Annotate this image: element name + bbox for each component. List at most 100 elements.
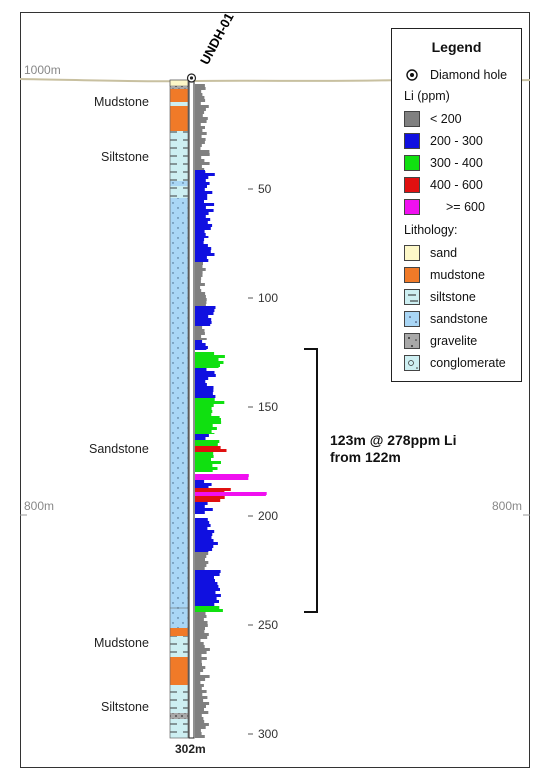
li-assay-bar	[195, 696, 208, 699]
diamond-hole-icon	[406, 69, 418, 81]
li-assay-bar	[195, 452, 214, 455]
li-assay-bar	[195, 536, 212, 539]
li-assay-bar	[195, 678, 206, 681]
li-assay-bar	[195, 383, 207, 386]
li-assay-bar	[195, 690, 207, 693]
li-assay-bar	[195, 645, 205, 648]
legend-diamond-hole-label: Diamond hole	[430, 68, 508, 82]
li-assay-bar	[195, 392, 213, 395]
legend-title: Legend	[431, 39, 482, 55]
li-assay-bar	[195, 218, 211, 221]
li-assay-bar	[195, 486, 209, 488]
li-assay-bar	[195, 732, 202, 735]
legend-lithology-label: siltstone	[430, 290, 476, 304]
li-assay-bar	[195, 413, 212, 416]
li-assay-bar	[195, 132, 207, 135]
li-assay-bar	[195, 256, 207, 259]
li-assay-bar	[195, 648, 210, 651]
li-assay-bar	[195, 548, 213, 551]
li-assay-bar	[195, 567, 205, 570]
li-assay-bars	[195, 84, 267, 738]
intercept-bracket	[304, 348, 318, 613]
li-assay-bar	[195, 474, 249, 477]
li-assay-bar	[195, 224, 213, 227]
li-assay-bar	[195, 633, 209, 636]
li-assay-bar	[195, 335, 202, 338]
litho-sand	[169, 79, 189, 87]
li-assay-bar	[195, 418, 221, 421]
li-assay-bar	[195, 156, 202, 159]
li-assay-bar	[195, 123, 201, 126]
li-assay-bar	[195, 179, 206, 182]
depth-tick-label: 50	[258, 182, 272, 196]
li-assay-bar	[195, 627, 205, 630]
litho-siltstone-2	[170, 131, 188, 181]
li-assay-bar	[195, 259, 209, 262]
li-assay-bar	[195, 312, 214, 315]
li-assay-bar	[195, 395, 216, 398]
li-assay-bar	[195, 606, 220, 609]
li-assay-bar	[195, 717, 204, 720]
li-assay-bar	[195, 203, 215, 206]
li-assay-bar	[195, 621, 208, 624]
li-assay-bar	[195, 371, 215, 374]
li-assay-bar	[195, 433, 215, 434]
intercept-line-1: 123m @ 278ppm Li	[330, 432, 457, 448]
li-assay-bar	[195, 576, 214, 579]
li-assay-bar	[195, 111, 205, 114]
litho-siltstone-6	[170, 719, 188, 738]
li-assay-bar	[195, 660, 202, 663]
li-assay-bar	[195, 492, 267, 495]
li-assay-bar	[195, 84, 205, 87]
li-assay-bar	[195, 191, 213, 194]
gravelite-swatch	[404, 333, 420, 349]
li-assay-bar	[195, 230, 205, 233]
li-assay-bar	[195, 502, 208, 505]
li-assay-bar	[195, 642, 204, 645]
li-assay-bar	[195, 194, 208, 197]
li-assay-bar	[195, 675, 210, 678]
li-assay-bar	[195, 250, 211, 253]
li-assay-bar	[195, 455, 214, 458]
li-assay-bar	[195, 615, 207, 618]
li-assay-bar	[195, 505, 205, 508]
li-assay-bar	[195, 188, 205, 191]
li-assay-bar	[195, 114, 203, 117]
li-assay-bar	[195, 108, 206, 111]
litho-siltstone-5	[170, 685, 188, 713]
li-assay-bar	[195, 705, 206, 708]
li-assay-bar	[195, 511, 205, 514]
li-assay-bar	[195, 579, 215, 582]
li-assay-bar	[195, 389, 214, 392]
litho-mudstone-4	[170, 657, 188, 685]
li-assay-bar	[195, 461, 221, 464]
li-assay-bar	[195, 542, 218, 545]
li-assay-bar	[195, 306, 216, 309]
sandstone-swatch	[404, 311, 420, 327]
li-assay-bar	[195, 591, 216, 594]
li-assay-bar	[195, 367, 219, 368]
lithology-label-sandstone: Sandstone	[89, 442, 149, 456]
litho-mudstone-2	[170, 106, 188, 131]
li-assay-bar	[195, 711, 209, 714]
elevation-label-1000m: 1000m	[24, 63, 61, 77]
li-assay-bar	[195, 355, 225, 358]
litho-sandstone-main	[170, 198, 188, 628]
legend-li-header: Li (ppm)	[404, 89, 450, 103]
li-assay-bar	[195, 714, 202, 717]
li-assay-bar	[195, 241, 204, 244]
li-assay-bar	[195, 247, 212, 250]
li-assay-bar	[195, 120, 207, 123]
li-assay-bar	[195, 464, 213, 467]
litho-gravelite-bottom	[170, 713, 188, 719]
li-assay-bar	[195, 165, 202, 168]
li-assay-bar	[195, 197, 208, 200]
li-assay-bar	[195, 283, 205, 286]
li-assay-bar	[195, 150, 210, 153]
li-assay-bar	[195, 612, 206, 615]
li-assay-bar	[195, 699, 204, 702]
li-assay-bar	[195, 209, 214, 212]
li-assay-bar	[195, 458, 211, 461]
li-assay-bar	[195, 265, 203, 268]
li-assay-bar	[195, 421, 222, 424]
